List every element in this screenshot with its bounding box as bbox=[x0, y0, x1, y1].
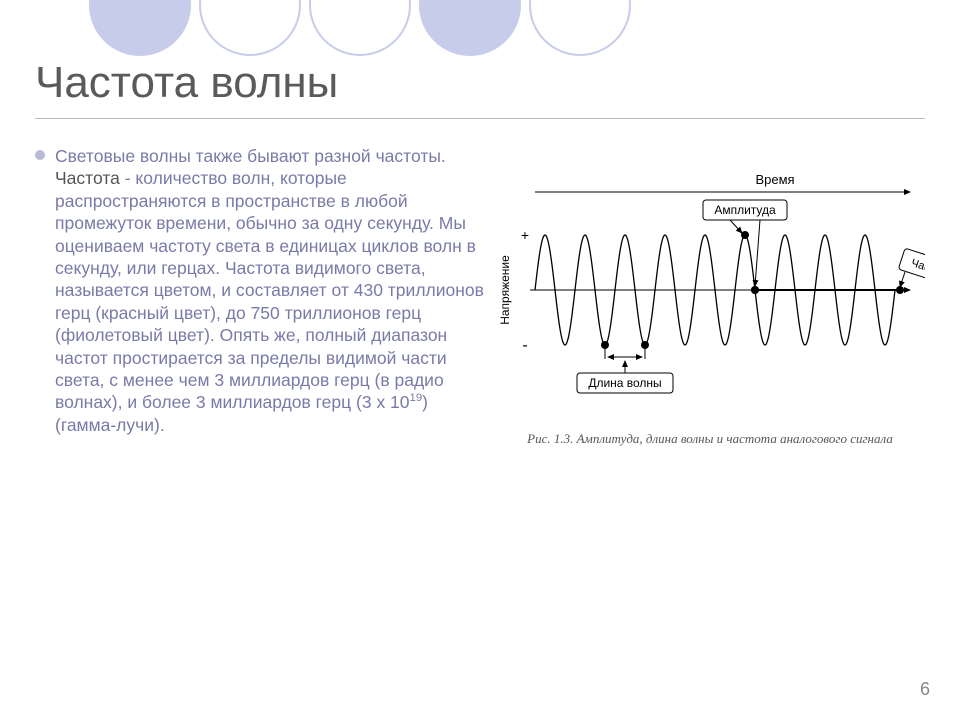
text-lead: Световые волны также бывают разной часто… bbox=[55, 146, 446, 166]
bullet-column bbox=[35, 145, 55, 160]
text-mid: - количество волн, которые распространяю… bbox=[55, 168, 484, 412]
figure-column: Время Напряжение + - Амплитуда Длина волны Час… bbox=[495, 145, 925, 447]
svg-text:-: - bbox=[522, 337, 527, 354]
text-term: Частота bbox=[55, 168, 120, 188]
content-row: Световые волны также бывают разной часто… bbox=[35, 145, 925, 447]
svg-text:Частота: Частота bbox=[910, 257, 925, 281]
page-number: 6 bbox=[920, 679, 930, 700]
figure-caption: Рис. 1.3. Амплитуда, длина волны и часто… bbox=[495, 431, 925, 447]
title-underline bbox=[35, 118, 925, 119]
bullet-dot bbox=[35, 150, 45, 160]
svg-text:+: + bbox=[521, 227, 529, 243]
svg-text:Напряжение: Напряжение bbox=[498, 255, 512, 325]
page-title: Частота волны bbox=[35, 58, 338, 108]
svg-text:Амплитуда: Амплитуда bbox=[714, 203, 776, 217]
wave-figure: Время Напряжение + - Амплитуда Длина волны Час… bbox=[495, 160, 925, 420]
text-sup: 19 bbox=[410, 392, 423, 404]
svg-text:Время: Время bbox=[755, 172, 794, 187]
svg-text:Длина волны: Длина волны bbox=[588, 376, 661, 390]
body-text: Световые волны также бывают разной часто… bbox=[55, 145, 495, 436]
